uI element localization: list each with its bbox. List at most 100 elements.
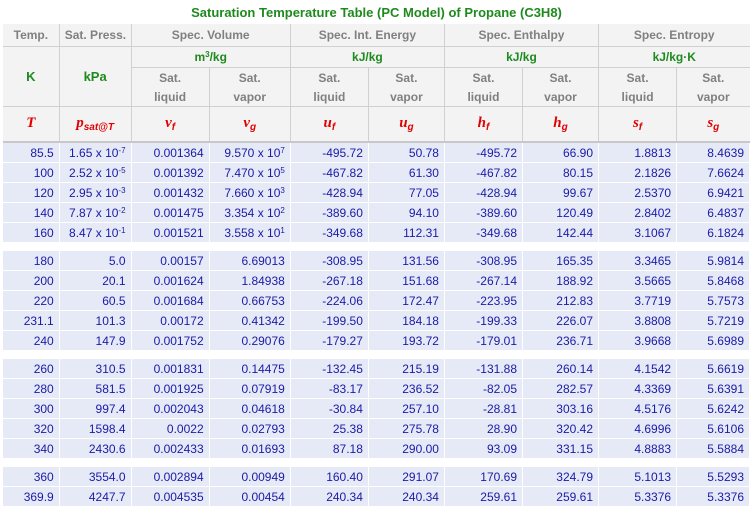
cell-value: 2.95 x 10 xyxy=(69,185,119,200)
cell-hf: -267.14 xyxy=(444,270,524,291)
subheader-sat: Sat. xyxy=(522,67,599,87)
cell-T: 100 xyxy=(3,162,60,183)
symbol-main: p xyxy=(76,115,84,131)
cell-T: 300 xyxy=(3,398,60,419)
cell-value: 290.00 xyxy=(402,441,439,456)
cell-hf: -389.60 xyxy=(444,202,524,223)
cell-T: 260 xyxy=(3,359,60,379)
cell-value: 5.5293 xyxy=(707,469,744,484)
cell-exponent: -1 xyxy=(118,225,126,235)
cell-uf: -132.45 xyxy=(290,359,369,379)
subheader-phase: vapor xyxy=(368,87,445,107)
cell-value: 3.3465 xyxy=(634,253,672,268)
table-row: 100 2.52 x 10-5 0.001392 7.470 x 105 -467.82… xyxy=(3,162,750,183)
cell-vf: 0.001432 xyxy=(131,182,210,203)
cell-p: 3554.0 xyxy=(59,467,132,487)
cell-value: 100 xyxy=(33,165,54,180)
cell-value: 236.52 xyxy=(402,381,439,396)
cell-vf: 0.001521 xyxy=(131,222,210,243)
cell-ug: 77.05 xyxy=(368,182,445,203)
cell-value: 160 xyxy=(33,225,54,240)
cell-value: -389.60 xyxy=(476,205,517,220)
cell-hg: 188.92 xyxy=(522,270,599,291)
cell-p: 147.9 xyxy=(59,330,132,351)
cell-ug: 112.31 xyxy=(368,222,445,243)
unit-energy: kJ/kg xyxy=(290,46,445,68)
cell-value: 259.61 xyxy=(480,489,517,504)
subheader-sat: Sat. xyxy=(209,67,291,87)
cell-value: 200 xyxy=(33,273,54,288)
cell-ug: 290.00 xyxy=(368,438,445,459)
cell-uf: -428.94 xyxy=(290,182,369,203)
cell-value: 5.7219 xyxy=(707,313,744,328)
table-row: 85.5 1.65 x 10-7 0.001364 9.570 x 107 -495.7… xyxy=(3,142,750,163)
cell-value: 240 xyxy=(33,333,54,348)
cell-value: -223.95 xyxy=(476,293,517,308)
cell-vf: 0.004535 xyxy=(131,486,210,507)
saturation-table: Temp. Sat. Press. Spec. Volume Spec. Int… xyxy=(3,24,750,507)
cell-value: 3.354 x 10 xyxy=(224,205,281,220)
cell-vg: 7.470 x 105 xyxy=(209,162,291,183)
cell-hg: 303.16 xyxy=(522,398,599,419)
cell-value: 4.5176 xyxy=(634,401,672,416)
table-row: 160 8.47 x 10-1 0.001521 3.558 x 101 -349.68… xyxy=(3,222,750,243)
cell-ug: 94.10 xyxy=(368,202,445,223)
cell-value: 131.56 xyxy=(402,253,439,268)
cell-value: -349.68 xyxy=(476,225,517,240)
cell-value: 60.5 xyxy=(102,293,126,308)
cell-value: 280 xyxy=(33,381,54,396)
table-row: 320 1598.4 0.0022 0.02793 25.38 275.78 28.90 32… xyxy=(3,418,750,439)
cell-sf: 3.8808 xyxy=(598,310,678,331)
cell-value: -224.06 xyxy=(322,293,363,308)
group-separator xyxy=(3,458,750,467)
cell-value: 1.84938 xyxy=(241,273,285,288)
cell-hg: 282.57 xyxy=(522,378,599,399)
symbol-main: v xyxy=(165,115,172,131)
symbol-sub: sat@T xyxy=(83,122,115,133)
cell-value: 4.6996 xyxy=(634,421,672,436)
cell-vf: 0.001925 xyxy=(131,378,210,399)
cell-uf: -199.50 xyxy=(290,310,369,331)
cell-value: 257.10 xyxy=(402,401,439,416)
cell-ug: 193.72 xyxy=(368,330,445,351)
cell-p: 101.3 xyxy=(59,310,132,331)
cell-value: -495.72 xyxy=(322,145,363,160)
cell-ug: 257.10 xyxy=(368,398,445,419)
cell-value: 0.001752 xyxy=(153,333,204,348)
cell-value: 5.6242 xyxy=(707,401,744,416)
cell-sg: 5.8468 xyxy=(676,270,750,291)
cell-value: 581.5 xyxy=(95,381,126,396)
cell-uf: -179.27 xyxy=(290,330,369,351)
cell-value: 226.07 xyxy=(556,313,593,328)
cell-value: 151.68 xyxy=(402,273,439,288)
cell-hf: 170.69 xyxy=(444,467,524,487)
cell-value: 320.42 xyxy=(556,421,593,436)
cell-value: 99.67 xyxy=(562,185,593,200)
table-row: 200 20.1 0.001624 1.84938 -267.18 151.68 -267.… xyxy=(3,270,750,291)
table-row: 240 147.9 0.001752 0.29076 -179.27 193.72 -179… xyxy=(3,330,750,351)
cell-hf: -223.95 xyxy=(444,290,524,311)
cell-value: -179.27 xyxy=(322,333,363,348)
symbol-cell: vf xyxy=(131,106,210,143)
cell-value: -82.05 xyxy=(482,381,517,396)
cell-vg: 0.07919 xyxy=(209,378,291,399)
cell-exponent: 2 xyxy=(280,205,285,215)
cell-value: 8.4639 xyxy=(707,145,744,160)
cell-value: 6.69013 xyxy=(241,253,285,268)
cell-p: 5.0 xyxy=(59,251,132,271)
header-temp: Temp. xyxy=(3,24,60,47)
cell-value: 5.6989 xyxy=(707,333,744,348)
cell-value: 5.1013 xyxy=(634,469,672,484)
cell-uf: -349.68 xyxy=(290,222,369,243)
cell-value: 303.16 xyxy=(556,401,593,416)
subheader-phase: vapor xyxy=(676,87,750,107)
symbol-cell: ug xyxy=(368,106,445,143)
symbol-cell: psat@T xyxy=(59,106,132,143)
cell-vg: 3.354 x 102 xyxy=(209,202,291,223)
cell-sf: 4.5176 xyxy=(598,398,678,419)
cell-value: 215.19 xyxy=(402,361,439,376)
cell-T: 120 xyxy=(3,182,60,203)
symbol-cell: sg xyxy=(676,106,750,143)
cell-value: 360 xyxy=(33,469,54,484)
cell-value: 0.66753 xyxy=(241,293,285,308)
